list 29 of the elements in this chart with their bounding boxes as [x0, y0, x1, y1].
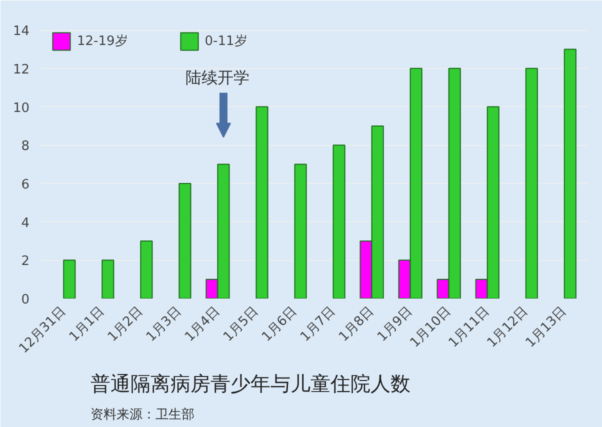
- y-tick-label: 8: [21, 139, 30, 154]
- bar: [256, 106, 268, 298]
- bar: [178, 182, 192, 298]
- y-tick-label: 10: [12, 100, 30, 116]
- bar: [102, 260, 114, 298]
- legend-label: 12-19岁: [77, 33, 128, 50]
- x-tick-label: 1月6日: [259, 304, 300, 345]
- y-tick-label: 4: [21, 216, 30, 231]
- bar: [140, 240, 153, 298]
- x-tick-label: 1月8日: [336, 304, 378, 345]
- annotation: 陆续开学: [186, 68, 250, 88]
- y-tick-label: 6: [21, 177, 30, 192]
- x-tick-label: 1月1日: [66, 304, 108, 345]
- y-tick-label: 14: [12, 24, 30, 40]
- bar: [63, 260, 76, 298]
- text: 资料来源：卫生部: [90, 408, 194, 422]
- y-tick-label: 12: [12, 62, 30, 78]
- legend-label: 0-11岁: [204, 33, 248, 50]
- bar: [564, 48, 576, 298]
- bar: [525, 68, 538, 298]
- bar: [294, 164, 307, 298]
- y-tick-label: 2: [21, 254, 30, 270]
- x-tick-label: 1月4日: [182, 304, 223, 345]
- bar: [332, 144, 346, 298]
- x-tick-label: 1月5日: [220, 304, 262, 345]
- x-tick-label: 1月2日: [105, 304, 146, 345]
- text: 普通隔离病房青少年与儿童住院人数: [90, 372, 410, 396]
- x-tick-label: 1月3日: [144, 304, 184, 345]
- x-tick-label: 1月7日: [298, 304, 339, 345]
